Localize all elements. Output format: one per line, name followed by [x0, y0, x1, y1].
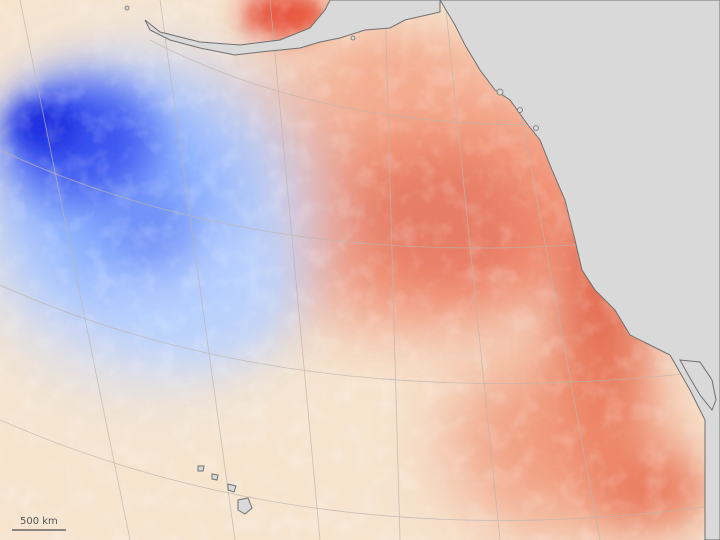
island — [496, 88, 504, 96]
island — [517, 107, 523, 113]
island — [350, 35, 356, 41]
hawaii-kauai — [197, 465, 205, 472]
scale-bar-label: 500 km — [20, 516, 58, 527]
hawaii-big-island — [237, 497, 253, 515]
meridian-line — [159, 0, 236, 540]
land-layer — [144, 0, 720, 540]
alaska-coast — [144, 0, 441, 56]
hawaii-oahu — [211, 473, 219, 481]
meridian-line — [384, 0, 401, 540]
baja-peninsula — [679, 359, 717, 411]
meridian-line — [269, 0, 321, 540]
parallel-line — [0, 284, 720, 384]
hawaii-maui — [227, 483, 237, 493]
parallel-line — [0, 419, 720, 521]
island — [533, 125, 539, 131]
north-america-landmass — [439, 0, 720, 540]
coastal-islands — [124, 5, 539, 131]
meridian-line — [19, 0, 131, 540]
island — [124, 5, 130, 11]
meridian-line — [444, 0, 501, 540]
